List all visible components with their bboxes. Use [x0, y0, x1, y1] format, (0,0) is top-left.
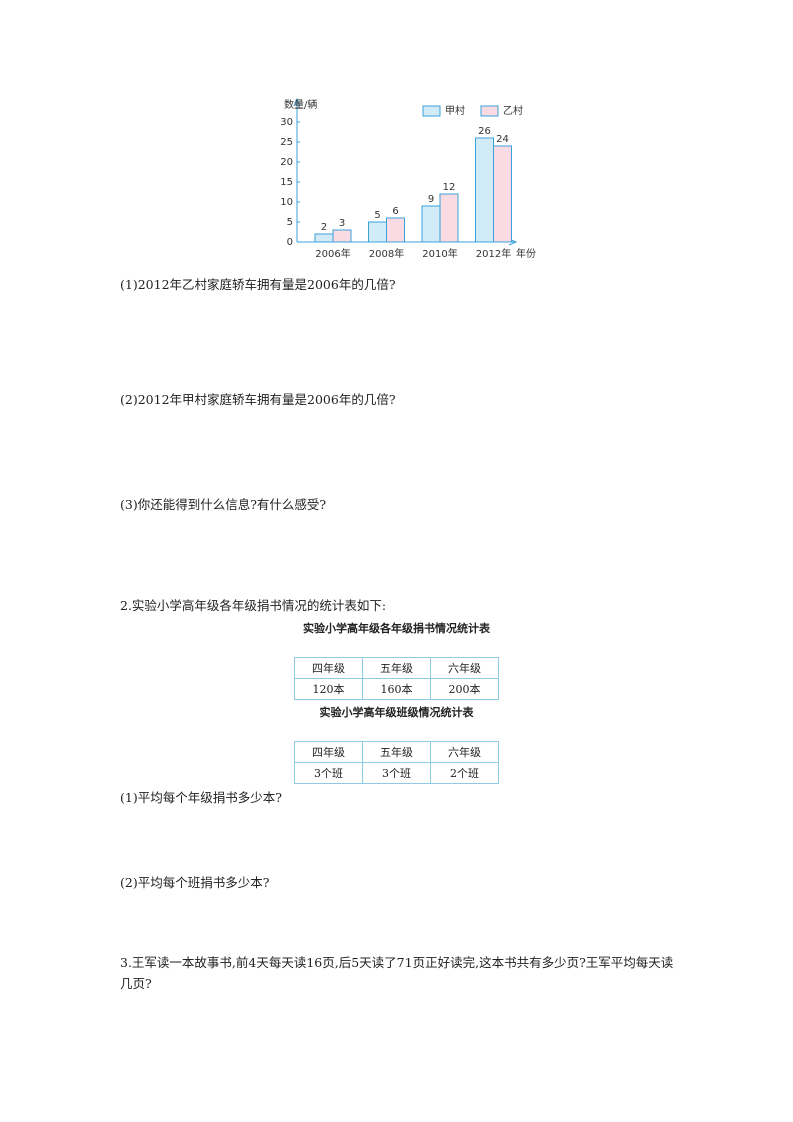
table-title: 实验小学高年级各年级捐书情况统计表	[303, 622, 490, 635]
table: 四年级 五年级 六年级 120本 160本 200本	[294, 657, 499, 700]
x-tick-label: 2008年	[369, 247, 404, 260]
bar	[314, 233, 334, 243]
question: (2)平均每个班捐书多少本?	[120, 875, 270, 890]
data-label: 2	[321, 222, 327, 233]
table-cell: 120本	[294, 678, 363, 700]
data-label: 9	[428, 194, 434, 205]
question: (3)你还能得到什么信息?有什么感受?	[120, 497, 327, 512]
x-tick-label: 2010年	[422, 247, 457, 260]
y-tick-label: 25	[280, 137, 293, 148]
data-label: 24	[496, 134, 509, 145]
question: (1)平均每个年级捐书多少本?	[120, 790, 282, 805]
table: 四年级 五年级 六年级 3个班 3个班 2个班	[294, 741, 499, 784]
table-cell: 五年级	[362, 741, 431, 763]
y-tick-label: 0	[287, 237, 293, 248]
y-tick-label: 5	[287, 217, 293, 228]
data-label: 5	[374, 210, 380, 221]
question: 3.王军读一本故事书,前4天每天读16页,后5天读了71页正好读完,这本书共有多…	[120, 955, 674, 991]
table-cell: 四年级	[294, 741, 363, 763]
y-axis-label: 数量/辆	[284, 98, 317, 111]
table-cell: 2个班	[430, 762, 499, 784]
y-tick-label: 10	[280, 197, 293, 208]
bar	[421, 205, 441, 243]
table-cell: 160本	[362, 678, 431, 700]
axis-arrow	[293, 97, 301, 107]
question: (2)2012年甲村家庭轿车拥有量是2006年的几倍?	[120, 392, 396, 407]
y-tick-label: 15	[280, 177, 293, 188]
table-cell: 200本	[430, 678, 499, 700]
data-label: 3	[339, 218, 345, 229]
table-cell: 3个班	[362, 762, 431, 784]
bar	[386, 217, 405, 243]
legend-label: 甲村	[445, 104, 465, 117]
table-row: 四年级 五年级 六年级	[294, 741, 499, 763]
data-label: 26	[478, 126, 491, 137]
table-row: 四年级 五年级 六年级	[294, 657, 499, 679]
x-tick-label: 2012年	[476, 247, 511, 260]
bar	[475, 137, 494, 243]
table-cell: 六年级	[430, 657, 499, 679]
table-cell: 3个班	[294, 762, 363, 784]
x-axis-label: 年份	[516, 247, 536, 260]
table-row: 3个班 3个班 2个班	[294, 762, 499, 784]
data-label: 12	[443, 182, 456, 193]
heading: 2.实验小学高年级各年级捐书情况的统计表如下:	[120, 598, 387, 613]
question: (1)2012年乙村家庭轿车拥有量是2006年的几倍?	[120, 277, 396, 292]
table-title: 实验小学高年级班级情况统计表	[319, 706, 474, 719]
table-cell: 四年级	[294, 657, 363, 679]
legend-swatch	[422, 105, 441, 117]
bar	[493, 145, 512, 243]
legend-label: 乙村	[503, 104, 523, 117]
table-row: 120本 160本 200本	[294, 678, 499, 700]
x-tick-label: 2006年	[315, 247, 350, 260]
bar	[439, 193, 459, 243]
y-tick-label: 20	[280, 157, 293, 168]
chart: 数量/辆年份 0 5 10 15 20 25 30 2006年 2 3 2008年 5 6 2010年 9 12…	[280, 97, 536, 260]
bar	[368, 221, 387, 243]
table-cell: 六年级	[430, 741, 499, 763]
data-label: 6	[392, 206, 398, 217]
table-cell: 五年级	[362, 657, 431, 679]
legend-swatch	[480, 105, 499, 117]
y-tick-label: 30	[280, 117, 293, 128]
bar	[332, 229, 352, 243]
